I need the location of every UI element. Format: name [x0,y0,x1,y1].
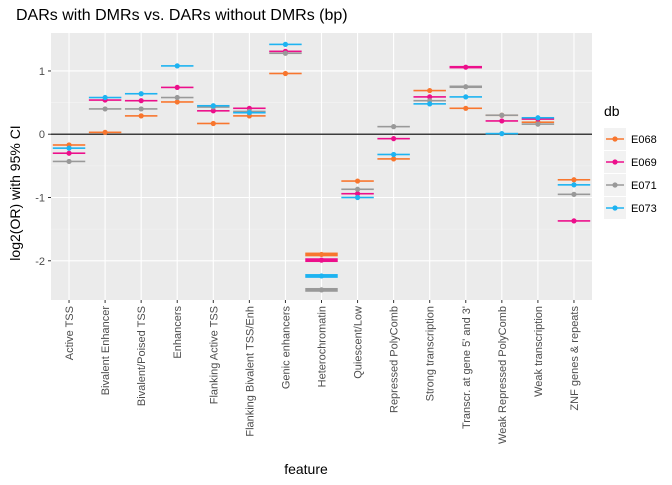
data-point [318,287,325,293]
data-point [282,41,289,47]
data-point [391,156,397,162]
legend-key-point [612,205,618,211]
y-tick-label: 1 [39,66,45,78]
x-tick-label: Flanking Active TSS [208,306,220,404]
x-tick-label: Heterochromatin [317,306,329,387]
data-point [354,194,361,201]
x-tick-label: Quiescent/Low [353,306,365,379]
legend-label: E073 [631,203,657,215]
x-tick-label: Bivalent Enhancer [100,306,112,396]
data-point [463,94,469,100]
x-axis-label: feature [284,461,328,477]
data-point [246,110,252,116]
legend-label: E068 [631,134,657,146]
data-point [499,130,505,137]
data-point [318,251,325,258]
y-tick-label: 0 [39,129,45,141]
x-tick-label: Transcr. at gene 5' and 3' [461,306,473,429]
x-tick-label: Enhancers [172,306,184,359]
legend-label: E069 [631,157,657,169]
plot-panel [51,33,592,300]
x-tick-label: Strong transcription [425,306,437,401]
data-point [66,150,72,156]
legend-key-point [612,182,618,188]
data-point [571,177,577,183]
data-point [174,63,180,69]
data-point [354,186,361,192]
data-point [391,151,397,158]
data-point [318,273,325,279]
data-point [463,105,469,111]
data-point [138,91,144,97]
x-tick-label: ZNF genes & repeats [569,306,581,411]
legend-label: E071 [631,180,657,192]
data-point [535,121,541,127]
legend-title: db [604,103,620,119]
data-point [282,70,289,77]
data-point [138,113,144,119]
data-point [427,87,433,94]
data-point [354,178,361,184]
data-point [210,103,216,109]
data-point [210,120,216,127]
legend-item-E071: E071 [604,174,657,196]
y-tick-label: -1 [35,193,45,205]
x-tick-label: Repressed PolyComb [389,306,401,413]
y-axis-label: log2(OR) with 95% CI [7,125,23,260]
y-tick-label: -2 [35,256,45,268]
data-point [499,118,505,124]
data-point [391,136,397,142]
data-point [535,115,541,121]
data-point [102,106,108,112]
data-point [463,84,469,90]
legend-item-E069: E069 [604,151,657,173]
data-point [571,182,577,188]
data-point [174,84,180,91]
data-point [427,101,433,107]
data-point [354,191,361,197]
x-tick-label: Weak Repressed PolyComb [497,306,509,444]
x-tick-label: Flanking Bivalent TSS/Enh [244,306,256,437]
data-point [499,112,505,118]
data-point [102,94,108,101]
chart-title: DARs with DMRs vs. DARs without DMRs (bp… [16,7,348,24]
data-point [138,98,144,104]
data-point [282,50,289,56]
data-point [571,218,577,224]
data-point [102,129,108,135]
data-point [318,257,325,263]
legend-key-point [612,159,618,165]
x-tick-label: Genic enhancers [280,306,292,390]
data-point [66,145,72,151]
data-point [66,158,72,165]
data-point [138,106,144,112]
data-point [391,124,397,130]
x-tick-label: Active TSS [64,306,76,360]
data-point [174,94,180,101]
x-tick-label: Bivalent/Poised TSS [136,306,148,406]
x-axis: Active TSS Bivalent Enhancer Bivalent/Pois… [64,300,581,444]
legend-item-E068: E068 [604,128,657,150]
legend: db E068 E069 E071 E073 [604,103,657,219]
series-E073 [52,41,591,279]
x-tick-label: Weak transcription [533,306,545,397]
y-axis: -2 -1 0 1 [35,66,51,268]
data-point [427,94,433,100]
legend-key-point [612,136,618,142]
data-point [463,64,469,70]
data-point [210,108,216,114]
data-point [571,191,577,197]
data-point [174,99,180,105]
legend-item-E073: E073 [604,197,657,219]
